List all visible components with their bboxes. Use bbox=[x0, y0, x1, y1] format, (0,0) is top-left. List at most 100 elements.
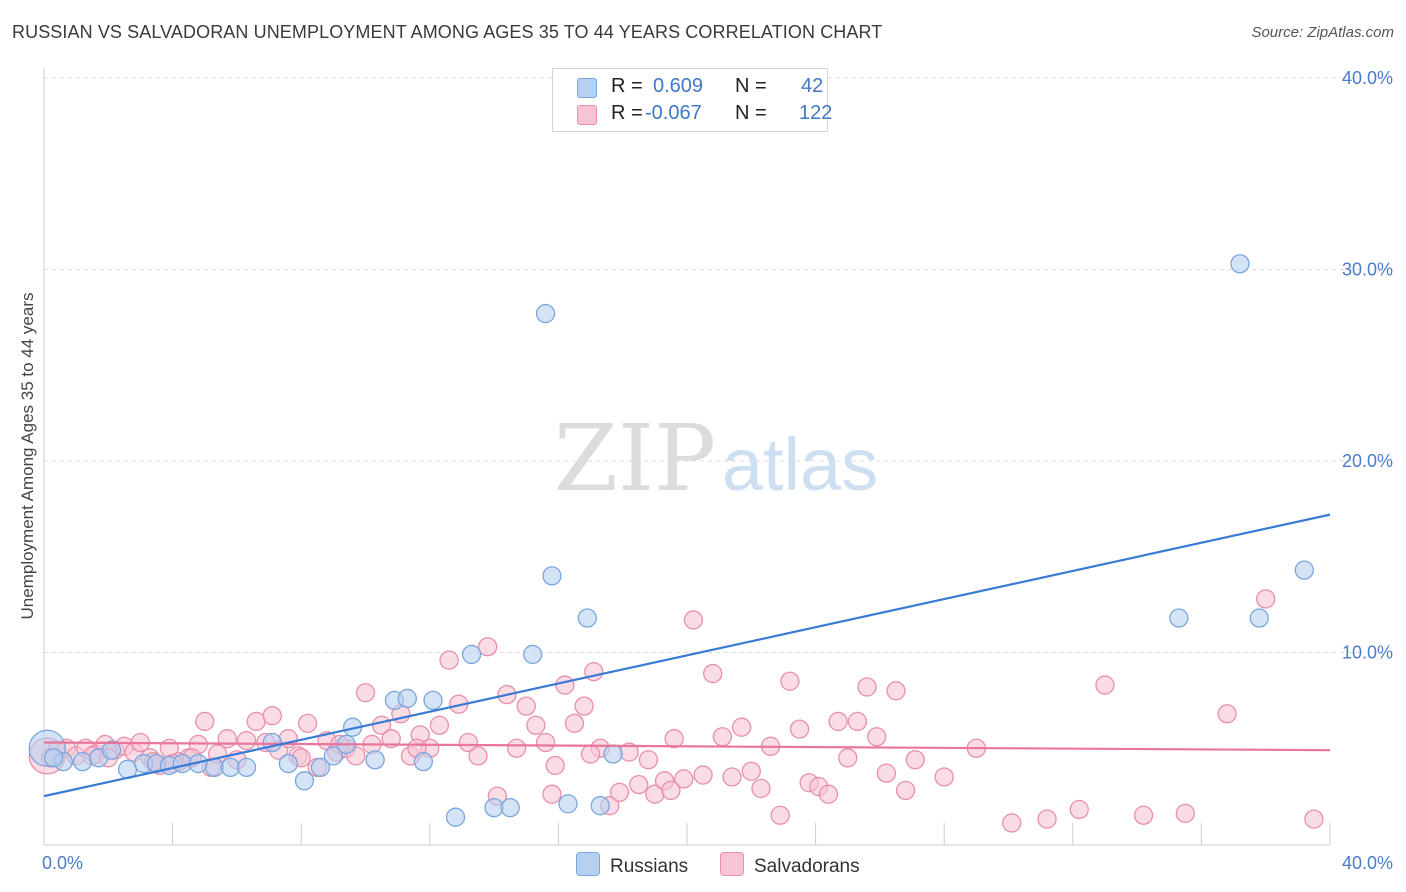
salvadorans-point bbox=[693, 765, 713, 785]
salvadorans-point bbox=[542, 784, 562, 804]
watermark-zip: ZIP bbox=[554, 405, 716, 512]
salvadorans-point bbox=[629, 774, 649, 795]
series-salvadorans bbox=[28, 589, 1324, 833]
salvadorans-point bbox=[789, 719, 810, 739]
russians-legend-swatch bbox=[576, 852, 600, 876]
salvadorans-point bbox=[564, 713, 585, 734]
salvadorans-point bbox=[1069, 799, 1089, 820]
salvadorans-point bbox=[574, 696, 594, 716]
salvadorans-point bbox=[1217, 704, 1237, 724]
salvadorans-point bbox=[555, 675, 575, 695]
chart-title: RUSSIAN VS SALVADORAN UNEMPLOYMENT AMONG… bbox=[12, 22, 883, 42]
russians-point bbox=[590, 796, 610, 816]
russians-point bbox=[101, 740, 122, 760]
salvadorans-point bbox=[217, 729, 237, 749]
salvadorans-point bbox=[895, 780, 916, 801]
russians-r-label: R = bbox=[611, 75, 643, 97]
y-tick-label: 10.0% bbox=[1342, 643, 1393, 663]
salvadorans-point bbox=[535, 732, 556, 753]
russians-legend-label: Russians bbox=[610, 856, 689, 877]
russians-point bbox=[294, 771, 315, 791]
russians-point bbox=[43, 748, 64, 768]
x-tick-label: 0.0% bbox=[42, 853, 83, 873]
russians-point bbox=[413, 752, 434, 772]
axes bbox=[43, 68, 1331, 846]
salvadorans-point bbox=[876, 763, 896, 783]
russians-point bbox=[1294, 560, 1314, 580]
russians-point bbox=[1169, 608, 1189, 628]
series-russians bbox=[28, 254, 1314, 827]
salvadorans-point bbox=[780, 671, 800, 691]
salvadorans-point bbox=[664, 729, 684, 749]
salvadorans-point bbox=[526, 715, 546, 735]
salvadorans-point bbox=[545, 755, 565, 776]
russians-point bbox=[262, 732, 282, 753]
salvadorans-point bbox=[674, 769, 694, 789]
salvadorans-point bbox=[847, 711, 868, 732]
salvadorans-r-value: -0.067 bbox=[645, 102, 702, 124]
russians-point bbox=[1249, 608, 1269, 628]
y-axis-label: Unemployment Among Ages 35 to 44 years bbox=[18, 292, 37, 620]
salvadorans-legend-swatch bbox=[720, 852, 744, 876]
salvadorans-point bbox=[712, 727, 733, 747]
grid bbox=[44, 77, 1360, 653]
russians-point bbox=[236, 757, 257, 778]
salvadorans-point bbox=[818, 784, 839, 804]
russians-r-value: 0.609 bbox=[653, 75, 704, 97]
y-tick-label: 20.0% bbox=[1342, 451, 1393, 471]
salvadorans-n-value: 122 bbox=[799, 102, 833, 124]
russians-point bbox=[278, 753, 298, 774]
salvadorans-point bbox=[867, 727, 887, 747]
russians-point bbox=[535, 303, 556, 324]
russians-point bbox=[461, 644, 482, 665]
salvadorans-n-label: N = bbox=[735, 102, 767, 124]
salvadorans-point bbox=[439, 650, 459, 670]
salvadorans-point bbox=[580, 744, 601, 764]
russians-point bbox=[558, 794, 578, 814]
salvadorans-point bbox=[246, 711, 266, 732]
salvadorans-point bbox=[1037, 809, 1057, 829]
russians-n-label: N = bbox=[735, 75, 767, 97]
salvadorans-point bbox=[478, 637, 498, 657]
salvadorans-point bbox=[857, 677, 877, 697]
salvadorans-point bbox=[355, 683, 376, 703]
russians-point bbox=[500, 797, 520, 818]
russians-point bbox=[72, 752, 93, 772]
salvadorans-point bbox=[838, 748, 858, 768]
russians-point bbox=[310, 757, 331, 778]
russians-point bbox=[577, 608, 597, 628]
salvadorans-trend-line bbox=[43, 741, 1331, 752]
salvadorans-point bbox=[609, 782, 630, 802]
salvadorans-point bbox=[661, 780, 681, 801]
salvadorans-point bbox=[703, 663, 723, 684]
salvadorans-point bbox=[683, 610, 704, 630]
y-tick-label: 30.0% bbox=[1342, 260, 1393, 280]
salvadorans-point bbox=[828, 711, 848, 732]
russians-trend-line bbox=[43, 513, 1331, 798]
legend-item-russians: Russians bbox=[576, 852, 688, 878]
russians-swatch bbox=[577, 78, 597, 98]
salvadorans-point bbox=[468, 746, 488, 766]
russians-point bbox=[423, 690, 443, 711]
watermark-atlas: atlas bbox=[722, 423, 878, 506]
salvadorans-point bbox=[905, 750, 925, 770]
salvadorans-point bbox=[1002, 813, 1022, 833]
salvadorans-point bbox=[751, 778, 771, 799]
russians-point bbox=[523, 644, 543, 665]
salvadorans-point bbox=[506, 738, 527, 758]
x-tick-label: 40.0% bbox=[1342, 853, 1393, 873]
salvadorans-point bbox=[195, 711, 215, 732]
salvadorans-legend-label: Salvadorans bbox=[754, 856, 860, 877]
salvadorans-point bbox=[732, 717, 752, 737]
russians-n-value: 42 bbox=[801, 75, 824, 97]
russians-point bbox=[542, 566, 562, 586]
russians-point bbox=[397, 688, 417, 709]
salvadorans-point bbox=[638, 750, 659, 770]
watermark: ZIP atlas bbox=[554, 405, 878, 512]
salvadorans-point bbox=[1095, 675, 1115, 695]
salvadorans-point bbox=[1304, 809, 1324, 829]
salvadorans-point bbox=[1175, 803, 1195, 824]
salvadorans-point bbox=[1256, 589, 1276, 609]
russians-point bbox=[1230, 254, 1250, 274]
